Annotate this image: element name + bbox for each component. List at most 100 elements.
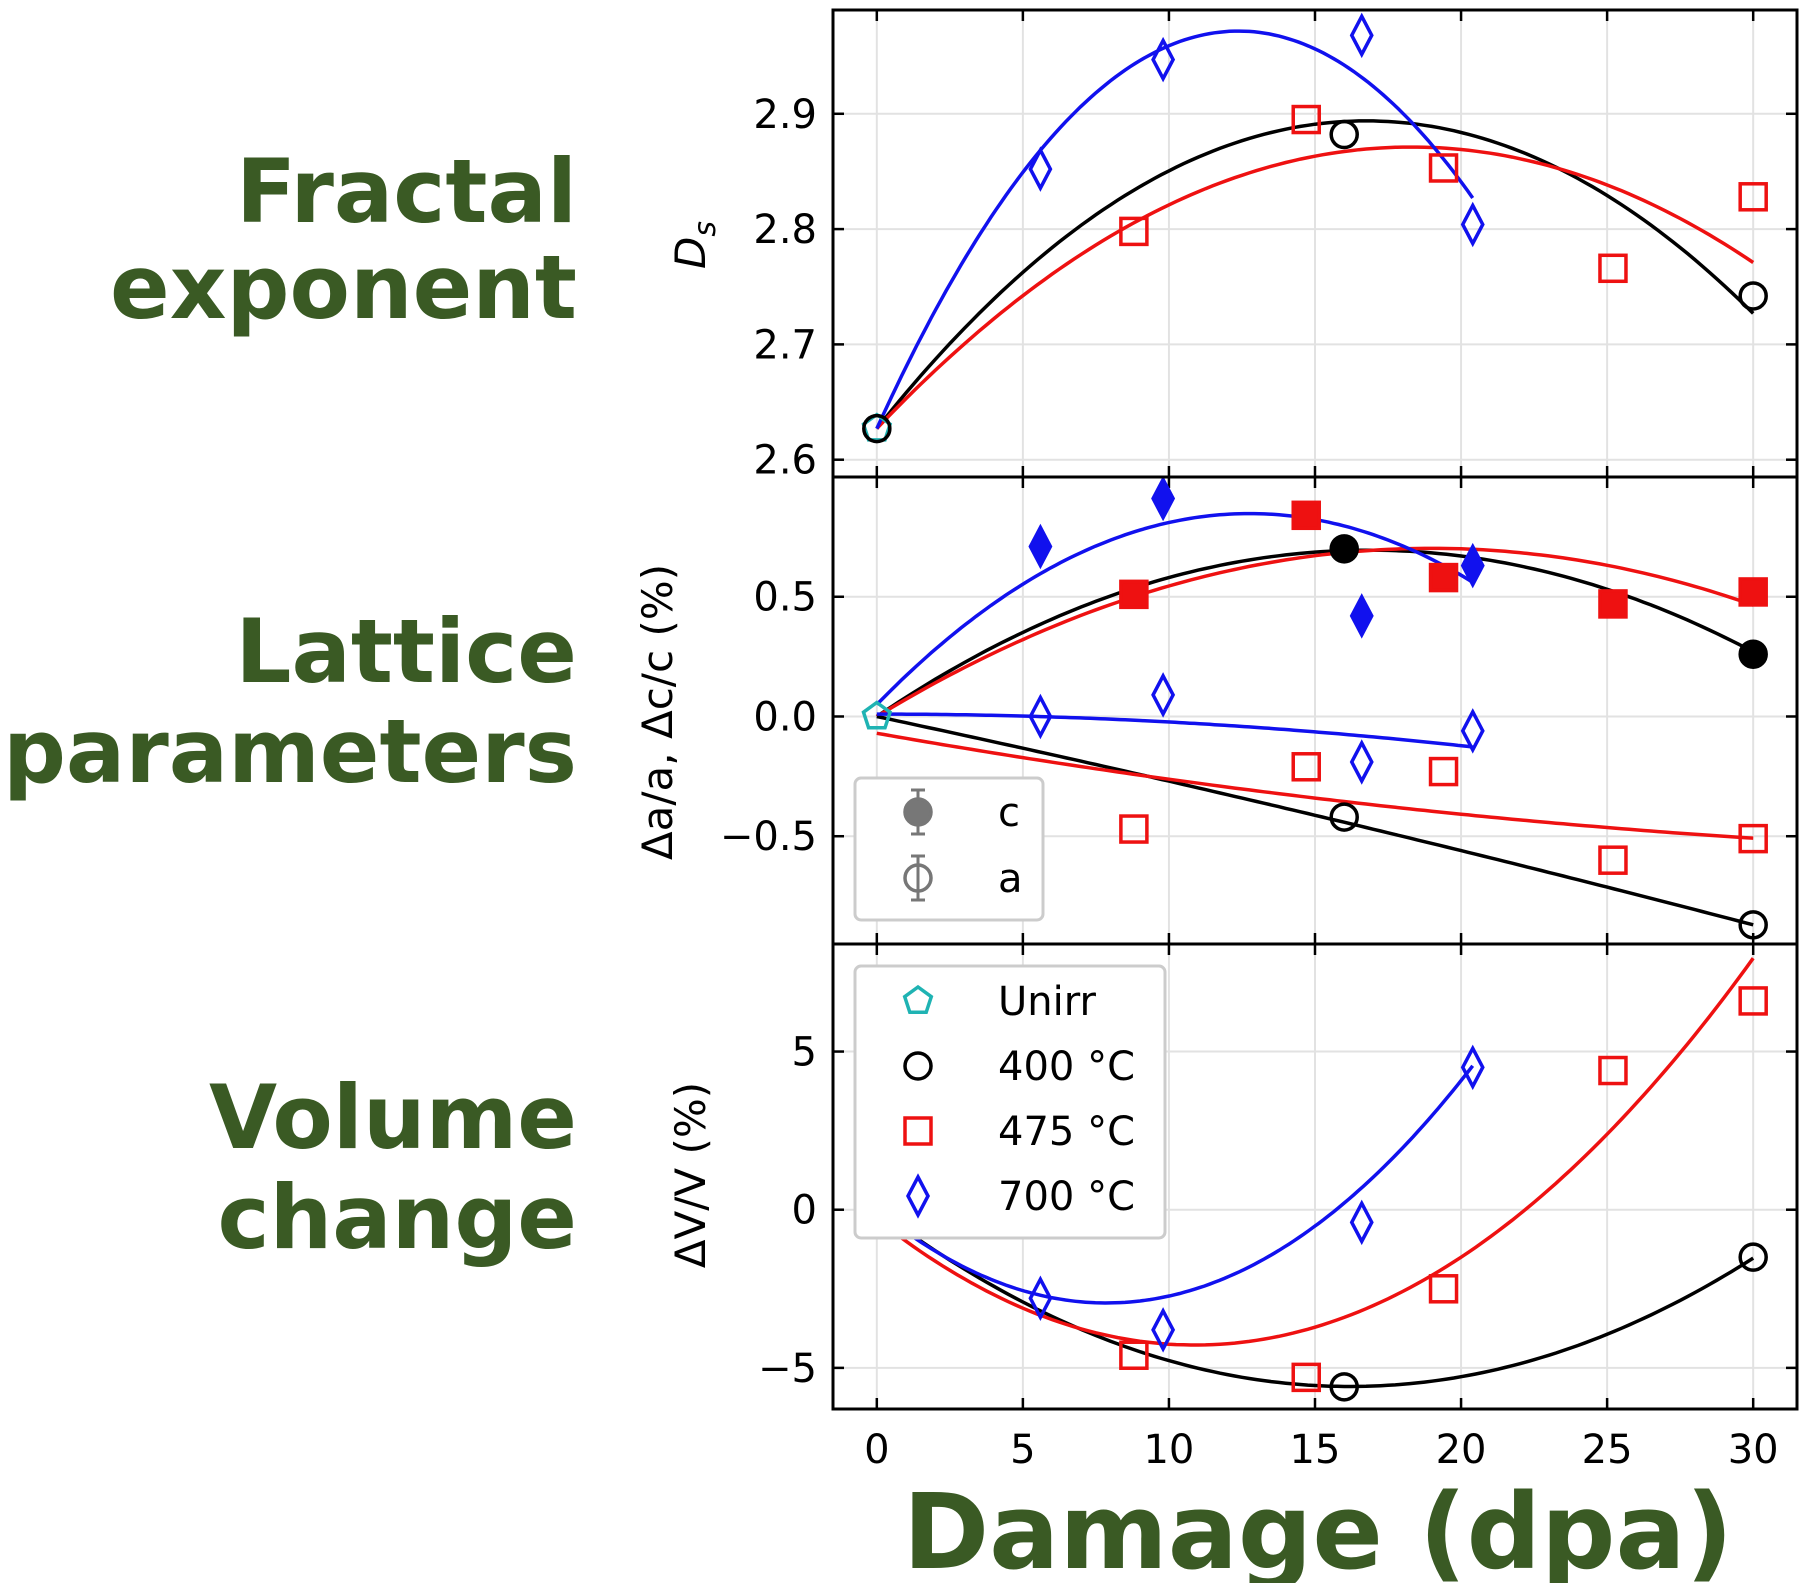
y-axis-title-volume: ΔV/V (%)	[666, 1082, 715, 1268]
marker-475-c	[1598, 1055, 1628, 1086]
x-tick-label: 25	[1582, 1427, 1633, 1473]
marker-475-c-a	[1119, 814, 1149, 844]
marker-700-c-a	[1460, 708, 1485, 754]
fit-line-700-c-a	[876, 712, 1473, 749]
marker-400-c-c	[1329, 534, 1359, 564]
y-tick-label: 2.6	[753, 438, 817, 484]
marker-400-c	[1329, 1372, 1359, 1402]
marker-475-c	[1738, 182, 1768, 212]
fit-curves	[875, 957, 1755, 1389]
legend-label: 475 °C	[998, 1109, 1135, 1155]
legend-box	[853, 964, 1167, 1240]
row-label-lattice-line2: parameters	[3, 700, 577, 803]
volume-change-panel: −5 0 5 0 5 10 15 20 25 30 Unirr 400 °C 475 °C 700 °C	[758, 942, 1799, 1473]
fit-line-700-c-c	[875, 511, 1474, 706]
x-tick-label: 0	[864, 1427, 889, 1473]
marker-475-c	[1291, 104, 1321, 135]
marker-700-c	[1028, 1275, 1053, 1322]
marker-700-c	[1028, 146, 1053, 192]
fit-line-700-c	[875, 29, 1475, 430]
y-tick-label: 2.7	[753, 322, 817, 368]
marker-475-c-c	[1738, 577, 1768, 607]
marker-400-c-a	[1738, 910, 1768, 940]
fractal-exponent-panel: 2.6 2.7 2.8 2.9	[753, 8, 1799, 484]
marker-475-c-c	[1428, 562, 1459, 593]
x-tick-label: 30	[1728, 1427, 1779, 1473]
marker-400-c	[1329, 119, 1359, 150]
y-axis-title-lattice: Δa/a, Δc/c (%)	[633, 564, 682, 860]
row-label-fractal-line2: exponent	[110, 236, 577, 339]
marker-400-c	[862, 413, 892, 444]
marker-475-c	[1428, 1274, 1459, 1304]
marker-700-c	[1349, 12, 1374, 59]
marker-475-c-a	[1738, 823, 1768, 854]
marker-475-c	[1598, 253, 1628, 284]
marker-475-c-a	[1428, 756, 1459, 787]
y-tick-label: 2.8	[753, 207, 817, 253]
fit-curves	[875, 29, 1755, 430]
fit-line-475-c	[875, 957, 1755, 1347]
marker-400-c	[1738, 1242, 1768, 1272]
marker-unirr	[861, 700, 893, 730]
fit-line-400-c	[875, 1208, 1755, 1389]
marker-475-c-a	[1598, 845, 1628, 875]
fit-line-400-c-a	[876, 714, 1754, 927]
marker-475-c-c	[1598, 589, 1628, 619]
marker-400-c-a	[1329, 802, 1359, 832]
y-axis-title-fractal: Ds	[666, 221, 723, 269]
x-tick-label: 15	[1290, 1427, 1341, 1473]
marker-475-c	[1119, 1340, 1149, 1370]
x-axis-title: Damage (dpa)	[903, 1471, 1733, 1583]
marker-700-c-c	[1028, 523, 1053, 570]
marker-700-c-a	[1349, 739, 1374, 785]
row-label-volume-line1: Volume	[209, 1066, 577, 1169]
row-label-lattice-line1: Lattice	[235, 600, 577, 703]
marker-700-c-a	[1151, 672, 1176, 718]
marker-400-c-c	[1738, 639, 1768, 669]
legend-label: 400 °C	[998, 1044, 1135, 1090]
fit-line-475-c	[875, 145, 1755, 430]
y-tick-label: 0.5	[753, 575, 817, 621]
legend-box	[853, 776, 1045, 922]
marker-700-c-c	[1460, 542, 1485, 589]
legend-marker-pentagon	[902, 984, 934, 1015]
legend-label: Unirr	[998, 979, 1096, 1025]
marker-700-c-a	[1028, 693, 1053, 740]
marker-475-c-c	[1119, 579, 1149, 610]
legend-marker-diamond	[906, 1173, 930, 1219]
marker-700-c-c	[1349, 593, 1374, 639]
panel-frame	[831, 942, 1799, 1411]
marker-700-c	[1151, 1307, 1176, 1353]
fit-line-700-c	[875, 1064, 1475, 1305]
marker-475-c-a	[1291, 752, 1321, 782]
y-tick-label: 0.0	[753, 694, 817, 740]
marker-475-c	[1428, 153, 1459, 183]
row-label-fractal-line1: Fractal	[236, 140, 577, 243]
legend-label-c: c	[998, 790, 1020, 836]
marker-700-c	[1349, 1199, 1374, 1246]
marker-475-c	[1119, 216, 1149, 247]
fit-line-475-c-a	[876, 731, 1754, 840]
x-tick-label: 5	[1010, 1427, 1035, 1473]
y-tick-label: 0	[792, 1188, 817, 1234]
fit-line-475-c-c	[875, 546, 1754, 718]
fit-line-400-c	[875, 119, 1755, 430]
legend-marker-a	[903, 863, 933, 893]
x-tick-label: 10	[1143, 1427, 1194, 1473]
y-tick-label: −0.5	[720, 814, 817, 860]
legend-marker-circle	[903, 1051, 933, 1081]
temperature-legend: Unirr 400 °C 475 °C 700 °C	[853, 964, 1167, 1240]
lattice-legend: ca	[853, 776, 1045, 922]
marker-475-c	[1738, 986, 1768, 1016]
x-tick-label: 20	[1436, 1427, 1487, 1473]
legend-marker-c	[903, 797, 933, 827]
marker-475-c	[1291, 1362, 1321, 1393]
legend-label-a: a	[998, 856, 1023, 902]
marker-400-c	[1738, 281, 1768, 311]
marker-700-c	[1151, 36, 1176, 83]
lattice-parameters-panel: −0.5 0.0 0.5 ca	[720, 475, 1799, 946]
marker-700-c	[1460, 1044, 1485, 1091]
y-tick-label: −5	[758, 1346, 817, 1392]
legend-label: 700 °C	[998, 1174, 1135, 1220]
